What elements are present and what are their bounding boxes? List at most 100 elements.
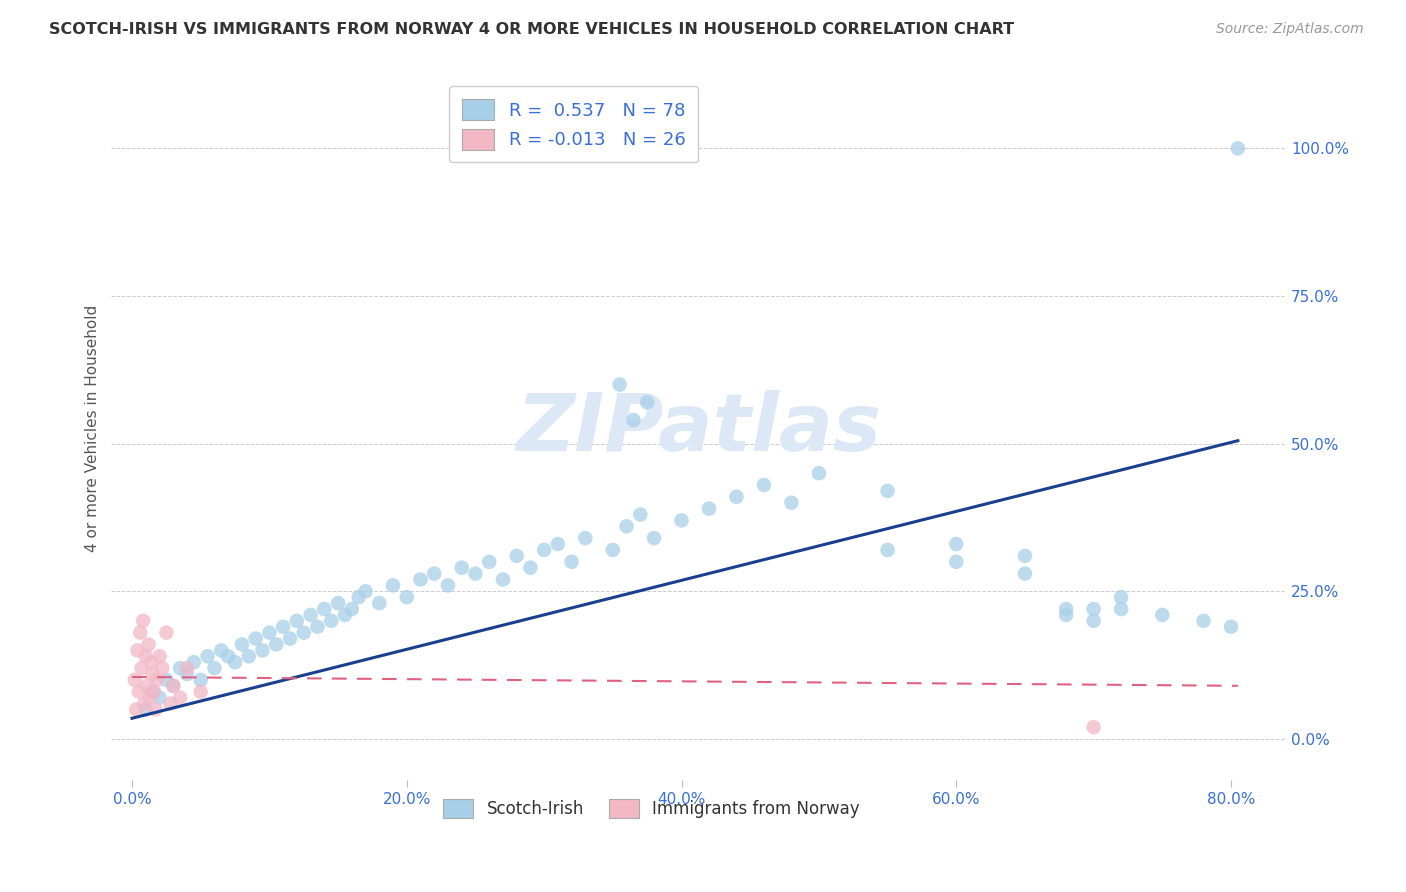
Point (135, 649, 157, 664)
Point (533, 543, 555, 558)
Point (492, 573, 515, 587)
Point (176, 661, 198, 675)
Point (143, 684, 166, 698)
Point (155, 625, 177, 640)
Point (204, 661, 226, 675)
Point (183, 655, 205, 669)
Point (135, 702, 157, 716)
Point (697, 501, 720, 516)
Point (437, 578, 460, 592)
Point (1054, 607, 1077, 622)
Point (876, 543, 898, 558)
Point (190, 673, 212, 687)
Point (132, 614, 155, 628)
Point (616, 519, 638, 533)
Point (124, 673, 146, 687)
Point (321, 614, 343, 628)
Point (1083, 602, 1105, 616)
Point (176, 667, 198, 681)
Legend: Scotch-Irish, Immigrants from Norway: Scotch-Irish, Immigrants from Norway (437, 792, 866, 825)
Point (150, 661, 173, 675)
Point (1226, 141, 1249, 155)
Y-axis label: 4 or more Vehicles in Household: 4 or more Vehicles in Household (86, 305, 100, 552)
Point (138, 637, 160, 651)
Point (752, 478, 775, 492)
Point (162, 679, 184, 693)
Point (145, 702, 167, 716)
Point (609, 377, 631, 392)
Point (142, 684, 165, 698)
Point (259, 625, 281, 640)
Point (129, 625, 152, 640)
Point (307, 620, 329, 634)
Point (264, 637, 287, 651)
Point (478, 555, 501, 569)
Point (162, 679, 184, 693)
Point (602, 543, 624, 558)
Point (945, 555, 967, 569)
Point (450, 560, 472, 574)
Point (1054, 602, 1077, 616)
Point (1109, 602, 1132, 616)
Point (217, 649, 239, 664)
Point (197, 649, 219, 664)
Point (547, 537, 569, 551)
Point (519, 560, 541, 574)
Point (623, 413, 645, 427)
Point (574, 531, 596, 545)
Point (333, 607, 356, 622)
Point (1083, 720, 1105, 734)
Point (292, 625, 315, 640)
Point (209, 643, 232, 657)
Point (423, 566, 446, 581)
Point (395, 591, 418, 605)
Point (278, 632, 301, 646)
Point (807, 466, 830, 480)
Point (131, 661, 153, 675)
Point (1109, 591, 1132, 605)
Point (125, 702, 148, 716)
Point (224, 655, 246, 669)
Point (1152, 607, 1174, 622)
Point (169, 661, 191, 675)
Text: Source: ZipAtlas.com: Source: ZipAtlas.com (1216, 22, 1364, 37)
Text: SCOTCH-IRISH VS IMMIGRANTS FROM NORWAY 4 OR MORE VEHICLES IN HOUSEHOLD CORRELATI: SCOTCH-IRISH VS IMMIGRANTS FROM NORWAY 4… (49, 22, 1014, 37)
Point (159, 697, 181, 711)
Point (876, 483, 898, 498)
Point (945, 537, 967, 551)
Point (190, 684, 212, 698)
Point (271, 620, 294, 634)
Point (252, 643, 274, 657)
Point (139, 690, 162, 705)
Point (142, 667, 165, 681)
Point (145, 673, 167, 687)
Point (245, 632, 267, 646)
Point (169, 690, 191, 705)
Point (780, 496, 803, 510)
Point (231, 637, 253, 651)
Point (285, 614, 308, 628)
Point (636, 395, 658, 409)
Point (368, 596, 391, 610)
Point (409, 573, 432, 587)
Point (326, 596, 349, 610)
Point (464, 566, 486, 581)
Point (128, 684, 150, 698)
Point (340, 602, 363, 616)
Point (382, 578, 405, 592)
Point (127, 643, 149, 657)
Point (155, 673, 177, 687)
Point (148, 690, 170, 705)
Point (505, 549, 527, 563)
Point (671, 513, 693, 527)
Point (238, 649, 260, 664)
Point (1083, 614, 1105, 628)
Point (141, 655, 163, 669)
Point (1014, 549, 1036, 563)
Text: ZIPatlas: ZIPatlas (516, 390, 882, 468)
Point (148, 649, 170, 664)
Point (1014, 566, 1036, 581)
Point (561, 555, 583, 569)
Point (136, 679, 159, 693)
Point (1192, 614, 1215, 628)
